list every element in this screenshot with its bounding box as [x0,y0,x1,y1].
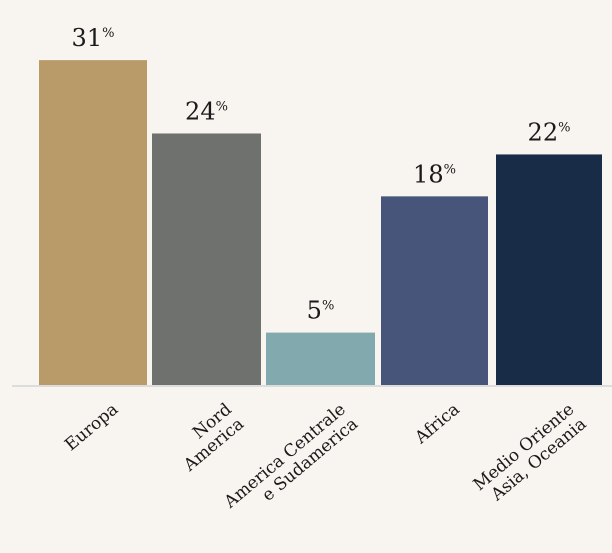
bar-3 [266,332,375,385]
category-label-3: America Centralee Sudamerica [220,400,362,528]
value-label-2: 24% [185,97,228,125]
bar-2 [152,133,261,385]
value-label-1: 31% [72,24,115,52]
value-labels-group: 31% 24% 5% 18% 22% [72,24,571,324]
category-label-2: NordAmerica [167,399,248,476]
category-label-5: Medio OrienteAsia, Oceania [470,400,591,510]
value-label-3: 5% [307,297,335,325]
bars-group [39,60,602,386]
category-label-4: Africa [411,400,464,449]
value-label-5: 22% [528,118,571,146]
bar-5 [496,154,602,385]
category-label-1: Europa [61,400,122,456]
bar-4 [381,196,488,385]
value-label-4: 18% [413,160,456,188]
bar-1 [39,60,147,386]
